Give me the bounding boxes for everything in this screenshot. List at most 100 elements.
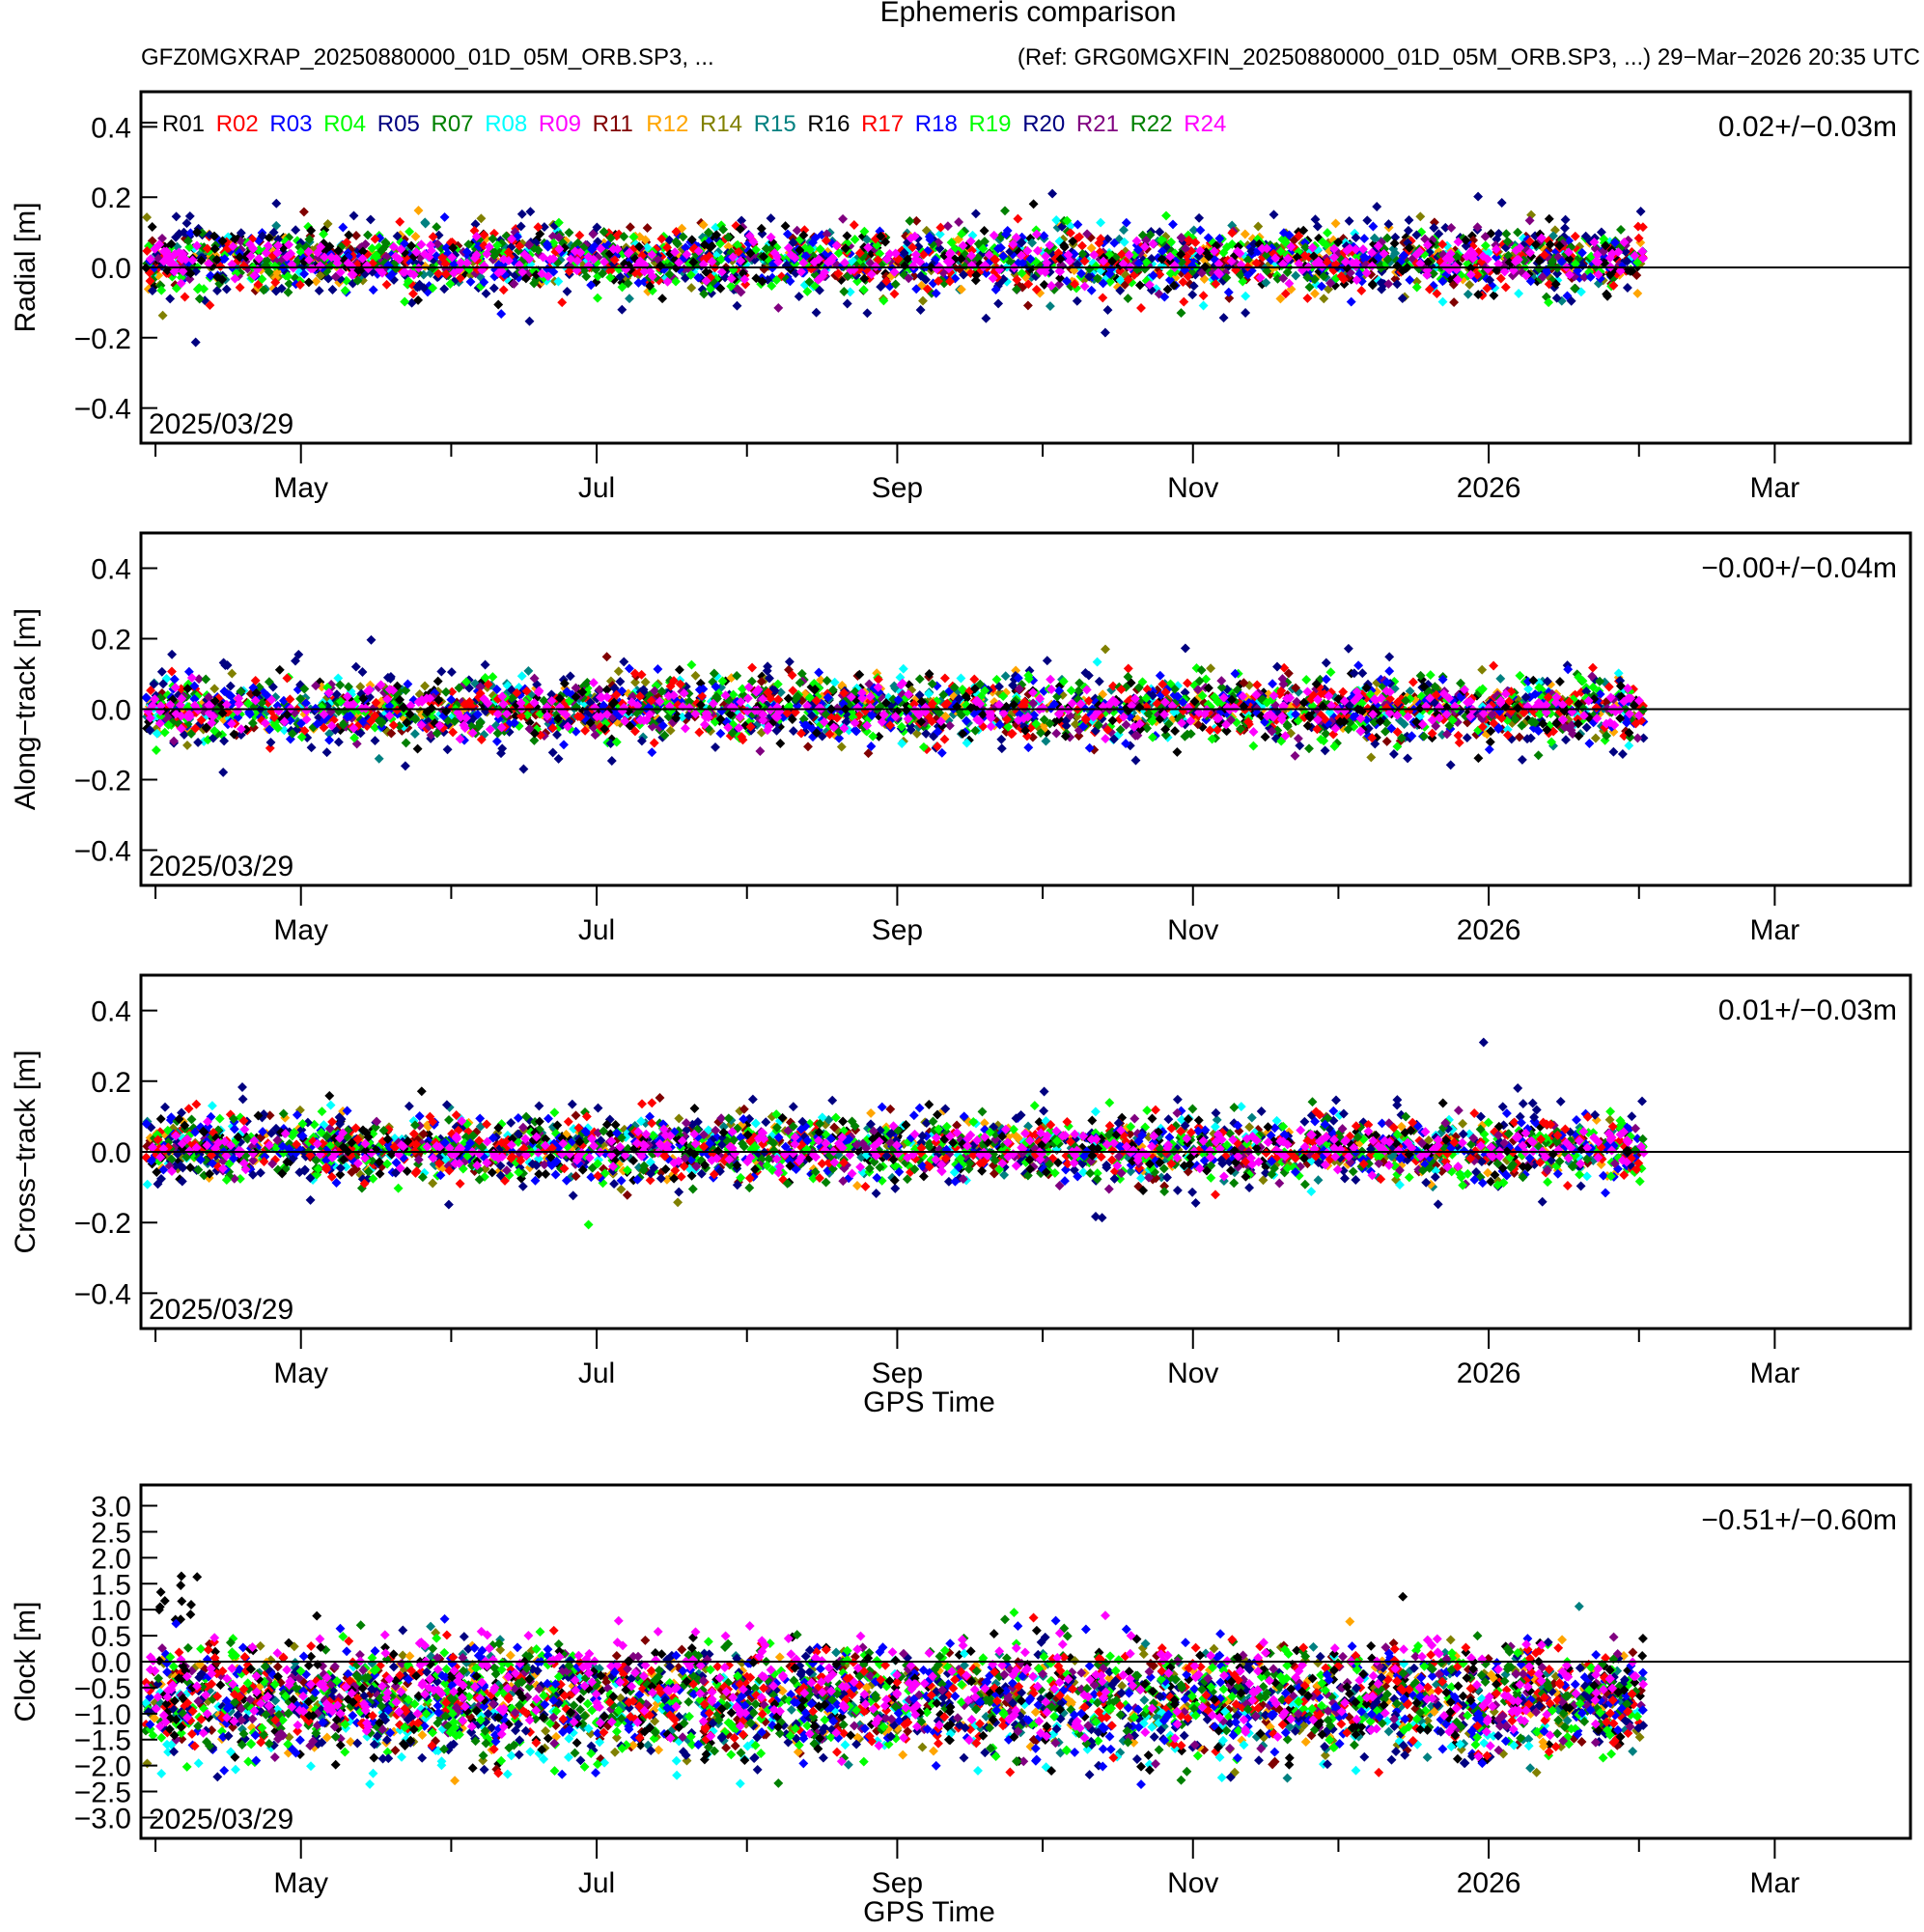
data-point	[342, 238, 352, 247]
data-point	[1218, 313, 1229, 323]
data-point	[1017, 250, 1026, 261]
data-point	[1622, 283, 1632, 293]
data-point	[211, 255, 222, 265]
data-point	[1272, 661, 1282, 672]
data-point	[1262, 243, 1272, 254]
data-point	[717, 676, 728, 686]
data-point	[780, 221, 791, 232]
data-point	[1422, 239, 1433, 250]
data-point	[1308, 251, 1319, 262]
data-point	[816, 675, 826, 686]
data-point	[270, 277, 281, 288]
data-point	[890, 248, 901, 259]
data-point	[913, 241, 924, 252]
data-point	[881, 276, 892, 287]
data-point	[1585, 271, 1596, 282]
data-point	[1560, 214, 1571, 225]
data-point	[1485, 275, 1495, 286]
data-point	[245, 251, 256, 262]
data-point	[1576, 247, 1587, 258]
data-point	[645, 281, 655, 292]
data-point	[1329, 243, 1339, 254]
data-point	[1382, 254, 1393, 265]
data-point	[1320, 745, 1330, 756]
data-point	[340, 285, 350, 295]
data-point	[698, 219, 709, 230]
data-point	[767, 281, 777, 292]
data-point	[171, 211, 181, 222]
data-point	[1198, 291, 1209, 301]
data-point	[1361, 267, 1372, 278]
data-point	[437, 252, 448, 263]
data-point	[736, 256, 746, 266]
data-point	[1224, 293, 1235, 303]
data-point	[786, 249, 796, 260]
data-point	[543, 241, 553, 252]
data-point	[1593, 257, 1603, 267]
data-point	[656, 234, 667, 244]
data-point	[282, 252, 293, 263]
data-point	[367, 243, 377, 254]
data-point	[366, 634, 376, 645]
data-point	[715, 283, 726, 294]
data-point	[1206, 663, 1216, 674]
data-point	[1373, 240, 1383, 251]
data-point	[958, 240, 968, 251]
data-point	[1445, 760, 1456, 770]
data-point	[1042, 656, 1052, 666]
data-point	[178, 266, 188, 276]
y-tick-label: −0.4	[74, 394, 131, 426]
data-point	[142, 245, 153, 256]
data-point	[1453, 237, 1464, 247]
data-point	[788, 238, 798, 248]
data-point	[1054, 279, 1065, 290]
legend-item-R16: R16	[807, 111, 850, 137]
data-point	[649, 738, 659, 748]
data-point	[539, 222, 549, 233]
data-point	[544, 254, 555, 265]
data-point	[1134, 280, 1145, 291]
data-point	[690, 670, 701, 681]
data-point	[586, 280, 597, 291]
data-point	[182, 740, 192, 750]
data-point	[1027, 238, 1038, 248]
data-point	[625, 222, 635, 233]
data-point	[1362, 215, 1373, 226]
data-point	[1157, 254, 1167, 265]
data-point	[1502, 237, 1513, 247]
data-point	[272, 247, 283, 258]
data-point	[465, 276, 476, 287]
data-point	[433, 268, 444, 279]
data-point	[1608, 280, 1619, 291]
data-point	[1390, 232, 1401, 242]
stat-label: 0.02+/−0.03m	[1718, 111, 1897, 143]
data-point	[1390, 248, 1401, 259]
data-point	[640, 677, 651, 687]
data-point	[1023, 279, 1034, 290]
data-point	[1031, 284, 1042, 294]
data-point	[647, 271, 657, 282]
data-point	[1059, 240, 1070, 251]
data-point	[190, 337, 201, 348]
data-point	[516, 221, 526, 232]
data-point	[185, 268, 196, 279]
data-point	[333, 245, 344, 256]
data-point	[1012, 284, 1021, 294]
data-point	[1131, 236, 1142, 246]
data-point	[1403, 225, 1413, 236]
data-point	[1077, 249, 1088, 259]
data-points	[141, 188, 1649, 348]
x-tick-label: Mar	[1750, 472, 1800, 504]
data-point	[1317, 281, 1326, 292]
data-point	[981, 268, 991, 279]
data-point	[1319, 271, 1329, 282]
data-point	[554, 244, 565, 254]
data-point	[794, 292, 804, 302]
data-point	[1188, 225, 1199, 236]
data-point	[701, 275, 711, 286]
data-point	[349, 210, 359, 221]
data-point	[1523, 684, 1534, 694]
data-point	[874, 731, 884, 742]
data-point	[686, 235, 697, 245]
data-point	[981, 313, 991, 323]
